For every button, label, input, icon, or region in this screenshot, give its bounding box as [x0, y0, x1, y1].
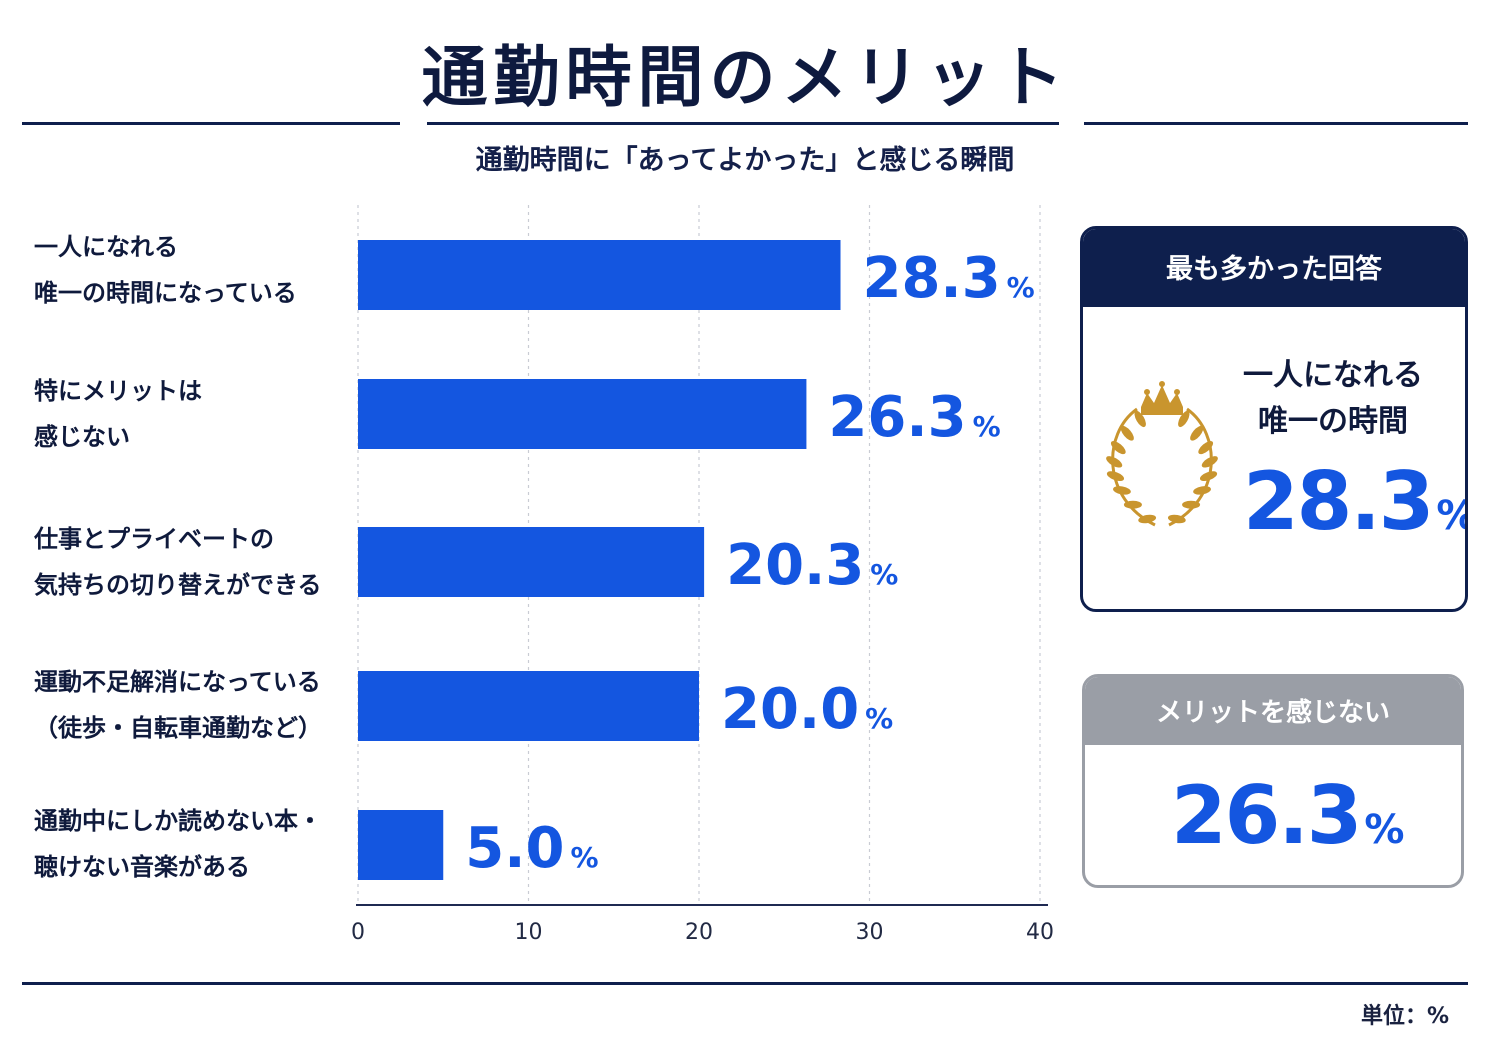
- footer-rule: [22, 982, 1468, 985]
- category-label-3: 仕事とプライベートの 気持ちの切り替えができる: [34, 525, 322, 599]
- category-label-2: 特にメリットは 感じない: [34, 377, 202, 451]
- x-tick-label: 30: [856, 920, 884, 945]
- x-tick-label: 20: [685, 920, 713, 945]
- chart-subtitle: 通勤時間に「あってよかった」と感じる瞬間: [475, 145, 1015, 176]
- top-card-value: 28.3%: [1243, 455, 1465, 548]
- x-tick-label: 40: [1026, 920, 1054, 945]
- title-rule-right: [1084, 122, 1468, 125]
- value-label-4: 20.0%: [721, 677, 893, 742]
- bar-5: [358, 810, 444, 880]
- bottom-card-value: 26.3%: [1171, 769, 1405, 862]
- unit-label: 単位：%: [1360, 1004, 1449, 1029]
- bar-1: [358, 240, 841, 310]
- value-label-3: 20.3%: [726, 533, 898, 598]
- top-card-answer: 一人になれる 唯一の時間: [1243, 358, 1423, 439]
- bar-2: [358, 379, 807, 449]
- bar-chart: 0 10 20 30 40 28.3 % 26.3 % 20.3 % 20.0 % 5.0%: [351, 205, 1054, 945]
- crown-laurel-icon: [1106, 381, 1218, 527]
- title-rule-center: [427, 122, 1059, 125]
- value-label-1: 28.3%: [863, 246, 1035, 311]
- value-label-5: 5.0%: [465, 816, 598, 881]
- x-tick-label: 10: [515, 920, 543, 945]
- top-card-header: 最も多かった回答: [1083, 229, 1465, 307]
- bottom-card-header: メリットを感じない: [1085, 677, 1461, 745]
- value-label-2: 26.3%: [828, 385, 1000, 450]
- category-label-5: 通勤中にしか読めない本・ 聴けない音楽がある: [34, 807, 322, 881]
- title-rule-left: [22, 122, 400, 125]
- bar-4: [358, 671, 699, 741]
- page-title: 通勤時間のメリット: [421, 39, 1070, 116]
- category-label-1: 一人になれる 唯一の時間になっている: [34, 233, 297, 307]
- bar-3: [358, 527, 705, 597]
- x-tick-label: 0: [351, 920, 365, 945]
- no-merit-card: メリットを感じない 26.3%: [1082, 674, 1464, 888]
- category-label-4: 運動不足解消になっている （徒歩・自転車通勤など）: [34, 668, 322, 742]
